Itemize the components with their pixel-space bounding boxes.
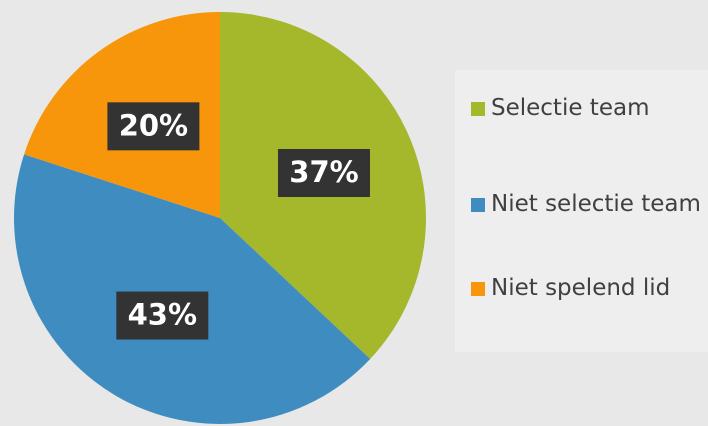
legend-label: Selectie team [491, 95, 650, 121]
label-box [277, 149, 370, 198]
legend-item: Niet selectie team [471, 188, 706, 220]
data-label: 37% [289, 155, 358, 189]
pie-slice [13, 154, 371, 424]
data-label: 43% [128, 298, 197, 332]
legend: Selectie team Niet selectie team Niet spel… [455, 70, 708, 352]
legend-item: Selectie team [471, 92, 706, 124]
legend-swatch [471, 198, 485, 212]
label-box [116, 291, 209, 340]
legend-swatch [471, 102, 485, 116]
legend-label: Niet spelend lid [491, 275, 671, 301]
label-box [107, 102, 200, 151]
legend-item: Niet spelend lid [471, 272, 706, 304]
legend-swatch [471, 282, 485, 296]
legend-label: Niet selectie team [491, 191, 701, 217]
data-label: 20% [119, 108, 188, 142]
